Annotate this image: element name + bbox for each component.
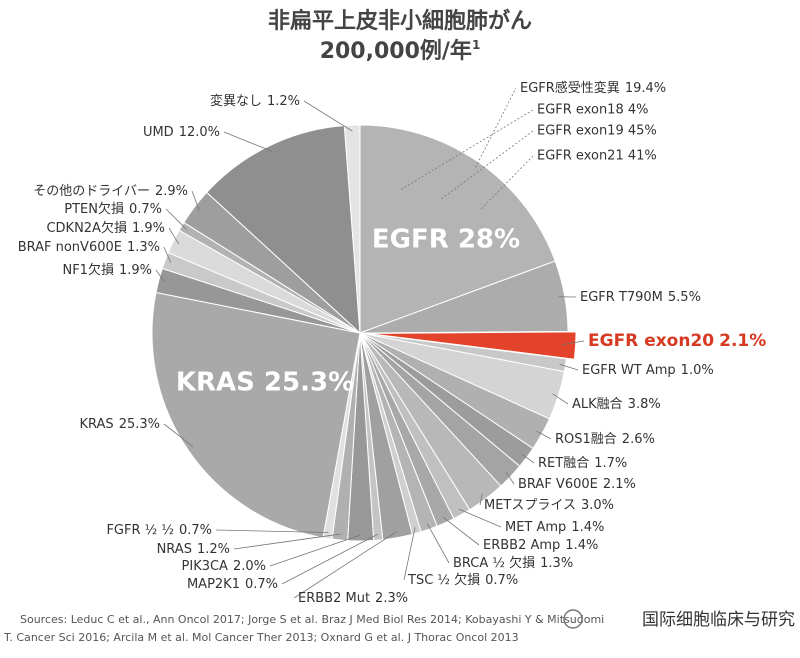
slice-label-name: NF1欠損: [62, 262, 113, 278]
subtitle-superscript: 1: [472, 38, 480, 52]
slice-label-value: 1.9%: [132, 221, 165, 236]
slice-label: METスプライス 3.0%: [484, 498, 614, 513]
slice-label-value: 1.2%: [197, 542, 230, 557]
slice-label-value: 12.0%: [179, 125, 220, 140]
slice-label: PIK3CA 2.0%: [182, 559, 266, 574]
slice-label: ALK融合 3.8%: [572, 397, 661, 412]
slice-label-value: 0.7%: [485, 573, 518, 588]
slice-label: RET融合 1.7%: [538, 456, 627, 471]
slice-label: その他のドライバー 2.9%: [33, 184, 188, 199]
slice-label-name: EGFR exon20: [588, 331, 714, 351]
annotation: EGFR exon21 41%: [537, 149, 657, 164]
slice-label: KRAS 25.3%: [80, 417, 161, 432]
annotation: EGFR exon19 45%: [537, 124, 657, 139]
slice-label-value: 2.3%: [375, 591, 408, 606]
subtitle-text: 200,000例/年: [320, 38, 472, 64]
chart-subtitle: 200,000例/年1: [320, 38, 481, 65]
slice-label: MAP2K1 0.7%: [187, 577, 278, 592]
slice-label-name: PIK3CA: [182, 559, 229, 574]
slice-label-name: ERBB2 Mut: [298, 591, 370, 606]
slice-label: PTEN欠損 0.7%: [64, 201, 162, 217]
slice-label: EGFR感受性変異 19.4%: [520, 80, 666, 96]
slice-label-name: その他のドライバー: [33, 184, 150, 199]
slice-label: BRAF V600E 2.1%: [518, 477, 636, 492]
slice-label-value: 1.4%: [565, 538, 598, 553]
slice-label-name: KRAS: [80, 417, 114, 432]
slice-label-name: MAP2K1: [187, 577, 240, 592]
slice-label-value: 2.1%: [603, 477, 636, 492]
slice-label-name: ROS1融合: [555, 432, 617, 447]
chart-title: 非扁平上皮非小細胞肺がん: [268, 8, 532, 34]
slice-label-name: PTEN欠損: [64, 201, 124, 217]
slice-label-value: 1.0%: [681, 363, 714, 378]
slice-label: MET Amp 1.4%: [505, 520, 604, 535]
slice-label: ERBB2 Mut 2.3%: [298, 591, 408, 606]
slice-label-value: 19.4%: [625, 81, 666, 96]
slice-label-value: 3.8%: [628, 397, 661, 412]
slice-label-value: 3.0%: [581, 498, 614, 513]
slice-label-name: MET Amp: [505, 520, 566, 535]
slice-label-name: EGFR T790M: [580, 290, 663, 305]
slice-label-name: TSC ½ 欠損: [407, 572, 480, 588]
slice-label: NF1欠損 1.9%: [62, 262, 152, 278]
slice-label-name: EGFR感受性変異: [520, 80, 620, 96]
slice-label: EGFR T790M 5.5%: [580, 290, 701, 305]
slice-label-name: FGFR ½ ½: [106, 523, 174, 538]
source-line: T. Cancer Sci 2016; Arcila M et al. Mol …: [3, 631, 519, 644]
slice-label-value: 2.1%: [719, 331, 766, 351]
slice-label: BRAF nonV600E 1.3%: [18, 240, 160, 255]
slice-label-name: EGFR WT Amp: [582, 363, 676, 378]
annotation: KRAS 25.3%: [176, 368, 354, 398]
slice-label-value: 1.7%: [594, 456, 627, 471]
slice-label: FGFR ½ ½ 0.7%: [106, 523, 212, 538]
annotation: EGFR exon18 4%: [537, 103, 648, 118]
slice-label-name: ERBB2 Amp: [483, 538, 560, 553]
slice-label: 変異なし 1.2%: [210, 93, 300, 109]
slice-label-name: METスプライス: [484, 498, 576, 513]
slice-label-name: BRAF nonV600E: [18, 240, 122, 255]
slice-label-value: 0.7%: [179, 523, 212, 538]
slice-label-value: 1.3%: [540, 556, 573, 571]
slice-label-name: RET融合: [538, 456, 589, 471]
watermark: 国际细胞临床与研究: [642, 610, 795, 630]
slice-label-value: 1.4%: [571, 520, 604, 535]
slice-label-value: 1.9%: [119, 263, 152, 278]
slice-label-name: BRAF V600E: [518, 477, 598, 492]
slice-label-value: 25.3%: [119, 417, 160, 432]
slice-label-value: 1.3%: [127, 240, 160, 255]
slice-label-name: NRAS: [157, 542, 192, 557]
slice-label-value: 2.9%: [155, 184, 188, 199]
slice-label-value: 2.0%: [233, 559, 266, 574]
slice-label-name: 変異なし: [210, 93, 262, 109]
slice-label-value: 2.6%: [622, 432, 655, 447]
slice-label: UMD 12.0%: [143, 125, 220, 140]
slice-label: EGFR WT Amp 1.0%: [582, 363, 714, 378]
slice-label: TSC ½ 欠損 0.7%: [407, 572, 518, 588]
slice-label: BRCA ½ 欠損 1.3%: [453, 555, 573, 571]
slice-label-name: UMD: [143, 125, 174, 140]
slice-label: ROS1融合 2.6%: [555, 432, 655, 447]
slice-label: ERBB2 Amp 1.4%: [483, 538, 598, 553]
slice-label: CDKN2A欠損 1.9%: [46, 220, 165, 236]
slice-label-name: BRCA ½ 欠損: [453, 555, 535, 571]
slice-label-value: 0.7%: [129, 202, 162, 217]
slice-label-name: ALK融合: [572, 397, 623, 412]
annotation: EGFR 28%: [372, 225, 520, 255]
slice-label-value: 1.2%: [267, 94, 300, 109]
source-line: Sources: Leduc C et al., Ann Oncol 2017;…: [20, 613, 604, 626]
slice-label-name: CDKN2A欠損: [46, 220, 127, 236]
slice-label-value: 5.5%: [668, 290, 701, 305]
slice-label-value: 0.7%: [245, 577, 278, 592]
